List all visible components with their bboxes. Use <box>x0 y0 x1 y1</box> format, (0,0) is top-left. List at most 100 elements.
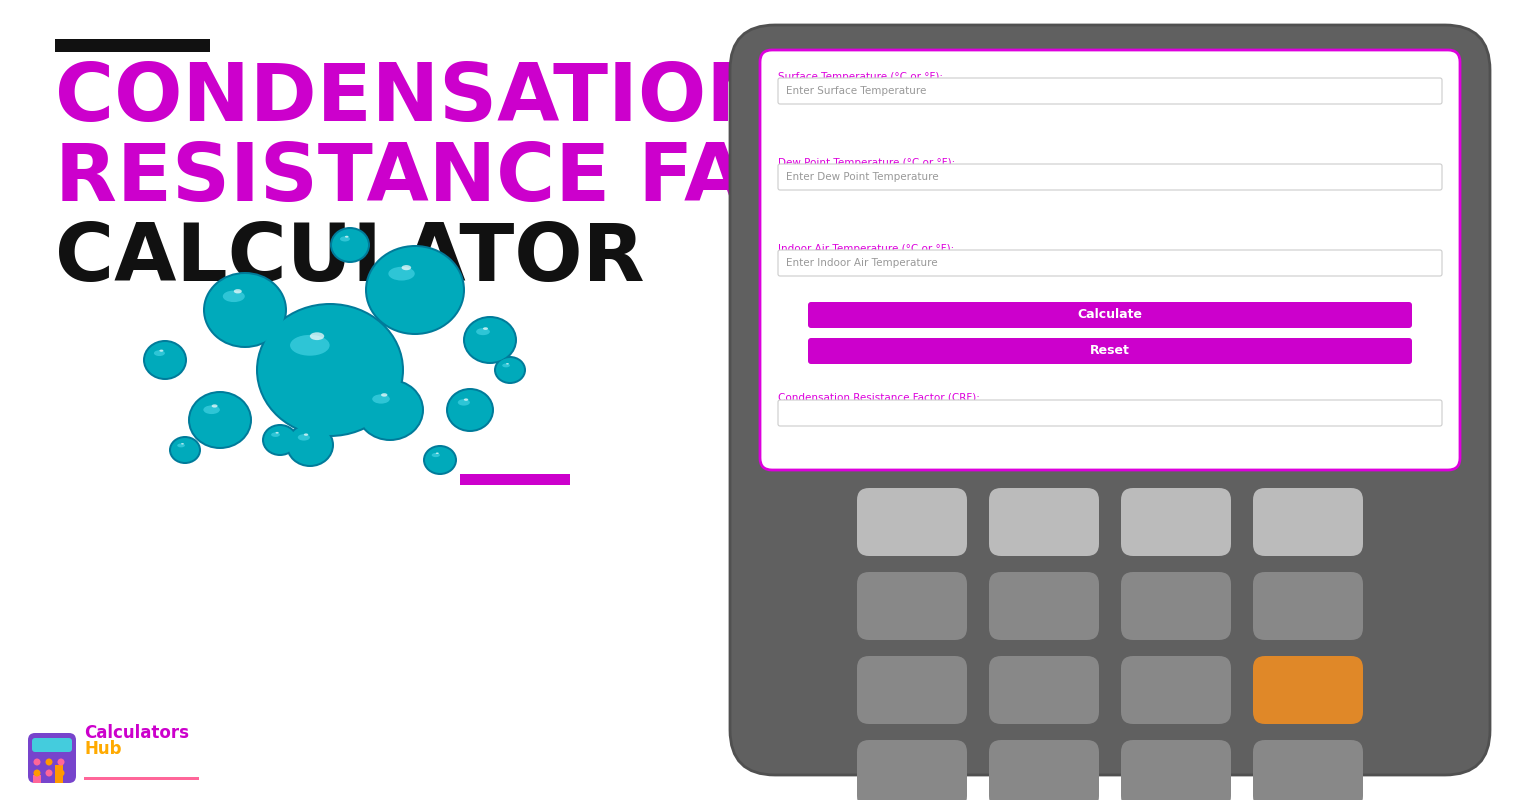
FancyBboxPatch shape <box>857 740 967 800</box>
Ellipse shape <box>271 433 280 437</box>
Ellipse shape <box>445 388 494 432</box>
FancyBboxPatch shape <box>778 250 1442 276</box>
Text: Calculate: Calculate <box>1078 309 1143 322</box>
FancyBboxPatch shape <box>1120 656 1231 724</box>
Ellipse shape <box>204 272 287 348</box>
Ellipse shape <box>275 432 278 434</box>
Ellipse shape <box>483 327 488 330</box>
Bar <box>55 39 210 52</box>
Ellipse shape <box>169 436 201 464</box>
Ellipse shape <box>372 394 389 404</box>
Ellipse shape <box>204 406 220 414</box>
Ellipse shape <box>502 363 509 367</box>
Text: Surface Temperature (°C or °F):: Surface Temperature (°C or °F): <box>778 72 942 82</box>
Text: RESISTANCE FACTOR: RESISTANCE FACTOR <box>55 140 991 218</box>
Ellipse shape <box>458 399 470 406</box>
Text: CALCULATOR: CALCULATOR <box>55 220 644 298</box>
Circle shape <box>58 770 64 777</box>
Ellipse shape <box>356 379 424 441</box>
Ellipse shape <box>188 391 252 449</box>
Ellipse shape <box>465 318 515 362</box>
Bar <box>33 775 41 783</box>
Text: Hub: Hub <box>84 740 122 758</box>
Text: Enter Surface Temperature: Enter Surface Temperature <box>786 86 926 96</box>
Ellipse shape <box>143 340 187 380</box>
FancyBboxPatch shape <box>1120 740 1231 800</box>
Ellipse shape <box>401 265 410 270</box>
Ellipse shape <box>310 332 324 340</box>
FancyBboxPatch shape <box>857 572 967 640</box>
FancyBboxPatch shape <box>1252 656 1363 724</box>
FancyBboxPatch shape <box>857 488 967 556</box>
Ellipse shape <box>496 358 524 382</box>
Ellipse shape <box>181 443 184 445</box>
Ellipse shape <box>286 423 334 467</box>
Ellipse shape <box>154 350 164 356</box>
Ellipse shape <box>211 404 217 407</box>
Bar <box>461 474 570 485</box>
Ellipse shape <box>331 229 368 261</box>
Ellipse shape <box>464 398 468 401</box>
Bar <box>84 777 199 780</box>
Text: Condensation Resistance Factor (CRF):: Condensation Resistance Factor (CRF): <box>778 392 980 402</box>
Ellipse shape <box>476 328 489 335</box>
Ellipse shape <box>258 305 401 435</box>
Text: Dew Point Temperature (°C or °F):: Dew Point Temperature (°C or °F): <box>778 158 955 168</box>
Text: Reset: Reset <box>1090 345 1129 358</box>
Ellipse shape <box>432 453 439 457</box>
Ellipse shape <box>382 393 388 397</box>
FancyBboxPatch shape <box>778 400 1442 426</box>
Ellipse shape <box>436 453 439 454</box>
FancyBboxPatch shape <box>1120 488 1231 556</box>
Text: Enter Indoor Air Temperature: Enter Indoor Air Temperature <box>786 258 938 268</box>
Ellipse shape <box>366 247 464 333</box>
FancyBboxPatch shape <box>778 164 1442 190</box>
Ellipse shape <box>255 303 404 437</box>
FancyBboxPatch shape <box>990 488 1099 556</box>
Ellipse shape <box>304 434 309 436</box>
FancyBboxPatch shape <box>990 740 1099 800</box>
Circle shape <box>46 758 53 766</box>
FancyBboxPatch shape <box>1252 488 1363 556</box>
Ellipse shape <box>423 445 458 475</box>
FancyBboxPatch shape <box>857 656 967 724</box>
Text: Indoor Air Temperature (°C or °F):: Indoor Air Temperature (°C or °F): <box>778 244 955 254</box>
FancyBboxPatch shape <box>27 733 76 783</box>
Ellipse shape <box>506 363 509 365</box>
Ellipse shape <box>330 227 369 263</box>
Ellipse shape <box>223 290 245 302</box>
Ellipse shape <box>298 434 310 441</box>
Ellipse shape <box>340 236 350 242</box>
Ellipse shape <box>464 316 517 364</box>
FancyBboxPatch shape <box>809 302 1412 328</box>
Ellipse shape <box>205 274 286 346</box>
Circle shape <box>46 770 53 777</box>
Ellipse shape <box>345 236 348 238</box>
Ellipse shape <box>448 390 492 430</box>
FancyBboxPatch shape <box>990 572 1099 640</box>
Ellipse shape <box>160 350 164 352</box>
Ellipse shape <box>178 443 185 447</box>
Ellipse shape <box>264 426 296 454</box>
FancyBboxPatch shape <box>990 656 1099 724</box>
Ellipse shape <box>290 335 330 356</box>
Ellipse shape <box>190 393 249 447</box>
Ellipse shape <box>261 424 298 456</box>
Ellipse shape <box>144 342 185 378</box>
Ellipse shape <box>287 425 331 465</box>
FancyBboxPatch shape <box>1252 572 1363 640</box>
Ellipse shape <box>365 245 465 335</box>
Bar <box>55 765 62 783</box>
Text: Calculators: Calculators <box>84 724 188 742</box>
Text: Enter Dew Point Temperature: Enter Dew Point Temperature <box>786 172 939 182</box>
FancyBboxPatch shape <box>1120 572 1231 640</box>
FancyBboxPatch shape <box>730 25 1490 775</box>
Ellipse shape <box>494 356 526 384</box>
FancyBboxPatch shape <box>778 78 1442 104</box>
FancyBboxPatch shape <box>809 338 1412 364</box>
Ellipse shape <box>359 381 423 439</box>
FancyBboxPatch shape <box>32 738 71 752</box>
Text: CONDENSATION: CONDENSATION <box>55 60 774 138</box>
Ellipse shape <box>170 438 199 462</box>
Circle shape <box>33 758 41 766</box>
